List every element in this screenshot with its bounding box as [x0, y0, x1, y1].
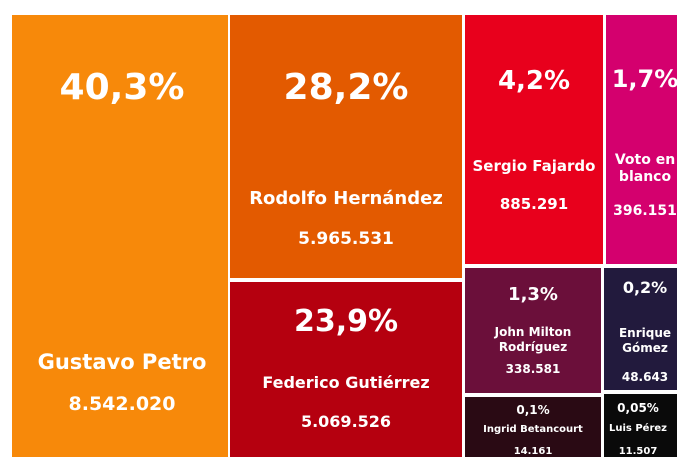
percent-label: 0,05%: [617, 401, 659, 416]
candidate-name: Enrique Gómez: [618, 326, 672, 356]
percent-label: 23,9%: [293, 303, 399, 339]
vote-count: 5.965.531: [298, 228, 394, 249]
candidate-name: Rodolfo Hernández: [249, 188, 443, 210]
vote-count: 338.581: [505, 362, 561, 377]
treemap-cell: [604, 394, 677, 457]
percent-label: 4,2%: [497, 66, 571, 97]
percent-label: 0,2%: [622, 277, 668, 297]
percent-label: 1,3%: [508, 284, 558, 306]
vote-count: 14.161: [513, 445, 553, 457]
percent-label: 40,3%: [59, 66, 185, 108]
vote-count: 5.069.526: [300, 411, 392, 431]
treemap-cell: [606, 15, 677, 264]
treemap-cell: [465, 15, 603, 264]
vote-count: 48.643: [621, 370, 669, 385]
candidate-name: Ingrid Betancourt: [483, 423, 583, 435]
treemap-cell: [465, 268, 601, 393]
treemap-cell: [230, 282, 462, 457]
candidate-name: Gustavo Petro: [37, 350, 207, 375]
candidate-name: Voto en blanco: [614, 151, 676, 186]
vote-count: 396.151: [613, 202, 677, 219]
vote-count: 11.507: [618, 445, 658, 457]
treemap-cell: [12, 15, 228, 457]
vote-count: 8.542.020: [68, 392, 176, 415]
treemap-cell: [230, 15, 462, 278]
candidate-name: Luis Pérez: [609, 422, 667, 434]
percent-label: 28,2%: [283, 66, 409, 108]
candidate-name: John Milton Rodríguez: [494, 325, 572, 355]
treemap-cell: [465, 397, 601, 457]
percent-label: 1,7%: [611, 65, 677, 94]
candidate-name: Sergio Fajardo: [472, 157, 596, 176]
treemap-cell: [604, 268, 677, 390]
candidate-name: Federico Gutiérrez: [262, 372, 430, 392]
percent-label: 0,1%: [516, 403, 550, 418]
vote-count: 885.291: [499, 195, 569, 214]
